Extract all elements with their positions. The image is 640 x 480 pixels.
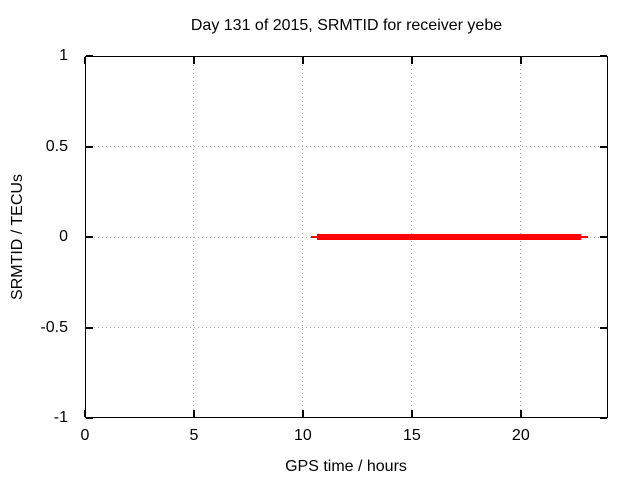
x-tick-mark-top [301, 57, 304, 64]
data-series-line [317, 234, 582, 240]
y-tick-label: -0.5 [40, 318, 68, 336]
y-tick-mark-right [600, 55, 607, 57]
y-tick-mark-left [86, 417, 93, 419]
y-tick-mark-right [600, 236, 607, 238]
x-tick-label: 15 [402, 427, 421, 444]
x-tick-mark-bottom [84, 410, 86, 417]
x-tick-mark-top [84, 57, 86, 64]
x-tick-label: 0 [80, 427, 90, 444]
y-tick-label: 1 [59, 47, 68, 64]
y-tick-label: 0.5 [45, 137, 68, 155]
y-tick-mark-right [600, 417, 607, 419]
x-tick-mark-top [192, 57, 195, 64]
chart-title: Day 131 of 2015, SRMTID for receiver yeb… [190, 17, 503, 34]
x-tick-mark-top [410, 57, 413, 64]
y-tick-mark-left [86, 326, 93, 329]
x-tick-label: 20 [511, 427, 530, 444]
y-tick-label: 0 [59, 228, 68, 245]
y-tick-label: -1 [53, 409, 68, 426]
h-gridline [86, 146, 607, 147]
x-tick-label: 5 [189, 427, 199, 444]
y-tick-mark-right [600, 326, 607, 329]
x-tick-mark-bottom [301, 410, 304, 417]
y-tick-mark-right [600, 145, 607, 148]
y-tick-mark-left [86, 145, 93, 148]
y-tick-mark-left [86, 236, 93, 238]
x-axis-label: GPS time / hours [285, 458, 407, 475]
h-gridline [86, 327, 607, 328]
x-tick-mark-bottom [192, 410, 195, 417]
x-tick-mark-top [519, 57, 522, 64]
y-tick-mark-left [86, 55, 93, 57]
x-tick-mark-bottom [410, 410, 413, 417]
x-tick-label: 10 [294, 427, 312, 444]
x-tick-mark-bottom [519, 410, 522, 417]
